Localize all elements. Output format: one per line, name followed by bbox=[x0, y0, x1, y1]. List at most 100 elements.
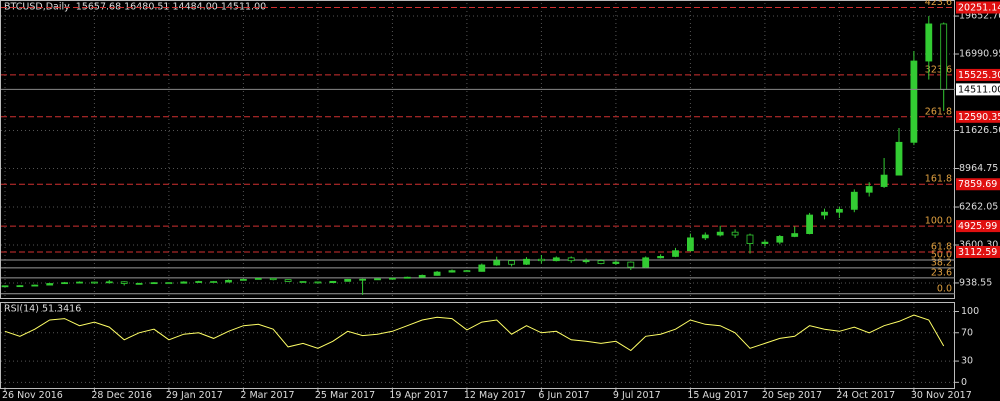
y-tick-label: 11626.50 bbox=[959, 125, 1000, 136]
candle-body bbox=[46, 283, 54, 286]
fibo-level-label: 423.6 bbox=[925, 0, 952, 8]
candle-body bbox=[76, 281, 83, 284]
fibo-level-label: 323.6 bbox=[925, 64, 952, 75]
fibo-price-label: 3112.59 bbox=[958, 247, 997, 258]
candle-body bbox=[597, 260, 605, 264]
fibo-level-label: 161.8 bbox=[925, 174, 952, 185]
y-tick-label: 100 bbox=[961, 306, 979, 317]
x-tick-label: 15 Aug 2017 bbox=[687, 390, 748, 401]
candle-body bbox=[180, 281, 188, 284]
fibo-level-label: 23.6 bbox=[931, 267, 952, 278]
y-tick-label: 6262.05 bbox=[959, 202, 998, 213]
candle-body bbox=[687, 237, 694, 252]
last-price-box bbox=[956, 83, 1000, 96]
x-tick-label: 30 Nov 2017 bbox=[911, 390, 972, 401]
fibo-level-label: 61.8 bbox=[931, 241, 952, 252]
candle-body bbox=[344, 278, 352, 282]
candle-body bbox=[105, 281, 113, 284]
candle-body bbox=[493, 260, 501, 266]
y-tick-label: 70 bbox=[961, 327, 973, 338]
candle-body bbox=[716, 231, 724, 236]
fibo-price-box bbox=[956, 220, 1000, 233]
candle-body bbox=[642, 257, 650, 268]
candle-body bbox=[329, 280, 337, 284]
x-tick-label: 9 Jul 2017 bbox=[613, 390, 661, 401]
rsi-line bbox=[4, 314, 945, 352]
fibo-price-label: 4925.99 bbox=[958, 221, 997, 232]
fibo-level-label: 261.8 bbox=[925, 106, 952, 117]
fibo-price-label: 15525.30 bbox=[958, 70, 1000, 81]
candle-body bbox=[61, 282, 68, 285]
candle-body bbox=[910, 60, 918, 143]
candle-body bbox=[91, 281, 98, 284]
x-tick-label: 29 Jan 2017 bbox=[166, 390, 223, 401]
x-tick-label: 26 Nov 2016 bbox=[2, 390, 63, 401]
y-tick-label: 19652.70 bbox=[959, 11, 1000, 22]
candle-body bbox=[374, 278, 381, 281]
x-tick-label: 24 Oct 2017 bbox=[836, 390, 895, 401]
candle-body bbox=[433, 271, 441, 276]
candle-body bbox=[284, 279, 292, 282]
candle-body bbox=[880, 174, 888, 187]
fibo-price-label: 12590.35 bbox=[958, 112, 1000, 123]
candle-body bbox=[478, 264, 486, 272]
candle-body bbox=[508, 260, 516, 265]
y-tick-label: 0 bbox=[961, 377, 967, 388]
fibo-price-box bbox=[956, 245, 1000, 258]
candle-body bbox=[523, 258, 530, 265]
fibo-price-label: 7859.69 bbox=[958, 179, 997, 190]
candle-body bbox=[582, 260, 590, 263]
candle-body bbox=[836, 208, 843, 213]
candle-body bbox=[314, 281, 322, 284]
fibo-level-label: 100.0 bbox=[925, 216, 952, 227]
candle-body bbox=[254, 277, 262, 280]
candle-body bbox=[120, 281, 128, 284]
y-tick-label: 30 bbox=[961, 356, 973, 367]
candle-body bbox=[627, 261, 635, 268]
candle-body bbox=[359, 278, 367, 281]
candle-body bbox=[165, 282, 173, 285]
candle-body bbox=[195, 281, 203, 283]
candle-body bbox=[657, 256, 664, 259]
candle-body bbox=[135, 282, 143, 285]
candle-body bbox=[388, 277, 396, 280]
x-tick-label: 2 Mar 2017 bbox=[240, 390, 294, 401]
chart-title: BTCUSD,Daily 15657.68 16480.51 14484.00 … bbox=[4, 2, 266, 13]
fibo-price-box bbox=[956, 1, 1000, 14]
candle-body bbox=[403, 276, 411, 279]
price-panel-frame bbox=[0, 0, 955, 299]
candle-body bbox=[16, 285, 24, 288]
x-tick-label: 20 Sep 2017 bbox=[762, 390, 822, 401]
fibo-price-box bbox=[956, 178, 1000, 191]
candle-body bbox=[746, 234, 754, 244]
candle-body bbox=[940, 23, 948, 90]
candle-body bbox=[269, 277, 277, 281]
candle-body bbox=[925, 23, 933, 62]
x-tick-label: 6 Jun 2017 bbox=[538, 390, 589, 401]
fibo-price-box bbox=[956, 110, 1000, 123]
candle-body bbox=[821, 211, 828, 216]
x-tick-label: 12 May 2017 bbox=[464, 390, 526, 401]
y-tick-label: 16990.95 bbox=[959, 49, 1000, 60]
fibo-level-label: 38.2 bbox=[931, 257, 952, 268]
candle-body bbox=[567, 257, 575, 262]
candle-body bbox=[31, 284, 39, 287]
candle-body bbox=[538, 258, 545, 262]
fibo-price-box bbox=[956, 68, 1000, 81]
y-tick-label: 8964.75 bbox=[959, 163, 998, 174]
candle-body bbox=[850, 191, 858, 210]
x-tick-label: 25 Mar 2017 bbox=[315, 390, 375, 401]
candle-body bbox=[731, 231, 739, 236]
candle-body bbox=[150, 282, 158, 285]
candle-body bbox=[672, 250, 679, 257]
candle-body bbox=[776, 236, 784, 243]
candle-body bbox=[701, 234, 709, 239]
x-tick-label: 19 Apr 2017 bbox=[389, 390, 448, 401]
candle-body bbox=[210, 281, 218, 283]
candle-body bbox=[225, 279, 232, 283]
rsi-title: RSI(14) 51.3416 bbox=[4, 304, 81, 315]
candle-body bbox=[299, 281, 307, 283]
